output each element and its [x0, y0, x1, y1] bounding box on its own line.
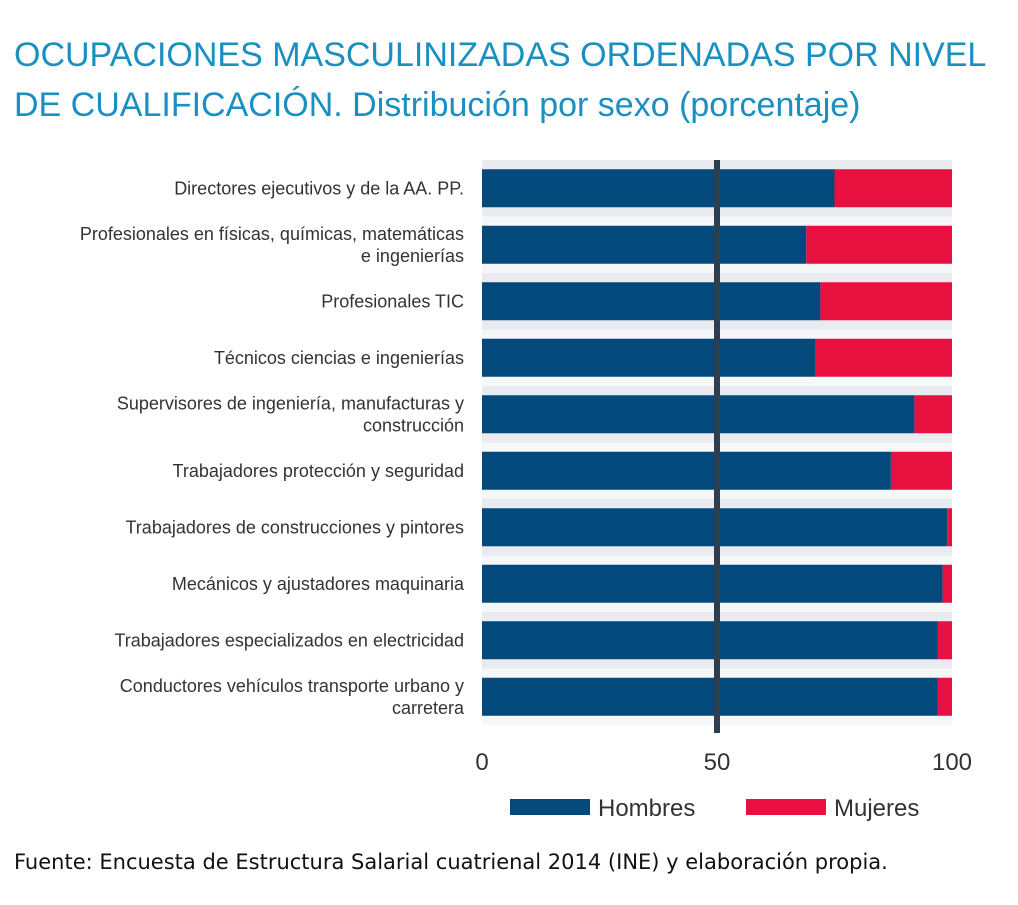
category-label: Trabajadores protección y seguridad — [173, 461, 465, 481]
bar-hombres — [482, 225, 807, 264]
category-label: Conductores vehículos transporte urbano … — [120, 676, 465, 718]
x-tick-label: 50 — [704, 749, 731, 776]
legend-label: Mujeres — [834, 795, 919, 822]
category-label: Mecánicos y ajustadores maquinaria — [172, 574, 465, 594]
legend-swatch — [746, 799, 826, 815]
bar-mujeres — [947, 508, 952, 547]
category-label: Profesionales TIC — [321, 291, 464, 311]
bar-mujeres — [914, 395, 952, 434]
x-tick-label: 0 — [475, 749, 488, 776]
bar-hombres — [482, 451, 891, 490]
bar-hombres — [482, 338, 816, 377]
bar-hombres — [482, 621, 938, 660]
category-label: Supervisores de ingeniería, manufacturas… — [117, 393, 464, 435]
bar-mujeres — [806, 225, 952, 264]
bar-hombres — [482, 282, 821, 321]
bar-mujeres — [815, 338, 952, 377]
bar-mujeres — [937, 621, 952, 660]
bar-mujeres — [834, 169, 952, 208]
bar-hombres — [482, 169, 835, 208]
category-label: Técnicos ciencias e ingenierías — [214, 348, 464, 368]
bar-hombres — [482, 677, 938, 716]
x-tick-label: 100 — [932, 749, 972, 776]
bar-mujeres — [942, 564, 952, 603]
category-label: Trabajadores especializados en electrici… — [114, 630, 464, 650]
bar-mujeres — [820, 282, 952, 321]
category-label: Directores ejecutivos y de la AA. PP. — [174, 178, 464, 198]
bar-mujeres — [890, 451, 952, 490]
bar-mujeres — [937, 677, 952, 716]
category-label: Profesionales en físicas, químicas, mate… — [80, 224, 464, 266]
legend-swatch — [510, 799, 590, 815]
bar-hombres — [482, 564, 943, 603]
bar-hombres — [482, 395, 915, 434]
chart-title: OCUPACIONES MASCULINIZADAS ORDENADAS POR… — [14, 36, 986, 124]
legend-label: Hombres — [598, 795, 695, 822]
source-note: Fuente: Encuesta de Estructura Salarial … — [14, 850, 888, 874]
category-label: Trabajadores de construcciones y pintore… — [125, 517, 464, 537]
bar-chart: Directores ejecutivos y de la AA. PP. Pro… — [80, 160, 972, 822]
